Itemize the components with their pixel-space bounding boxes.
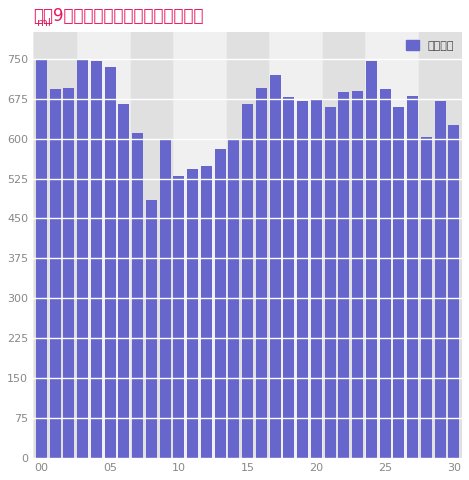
- Bar: [338, 92, 349, 458]
- Bar: [419, 32, 461, 458]
- Bar: [393, 107, 404, 458]
- Bar: [256, 88, 267, 458]
- Legend: 粉ミルク: 粉ミルク: [401, 36, 459, 55]
- Text: ml: ml: [38, 18, 51, 28]
- Bar: [146, 200, 157, 458]
- Bar: [323, 32, 364, 458]
- Bar: [407, 96, 418, 458]
- Bar: [366, 61, 377, 458]
- Bar: [214, 149, 226, 458]
- Bar: [36, 59, 47, 458]
- Bar: [379, 89, 391, 458]
- Bar: [77, 59, 88, 458]
- Bar: [63, 88, 74, 458]
- Bar: [435, 101, 446, 458]
- Bar: [311, 100, 322, 458]
- Bar: [270, 75, 280, 458]
- Bar: [131, 32, 172, 458]
- Bar: [421, 137, 432, 458]
- Bar: [118, 104, 129, 458]
- Bar: [325, 107, 335, 458]
- Bar: [50, 89, 61, 458]
- Bar: [174, 176, 184, 458]
- Bar: [34, 32, 76, 458]
- Bar: [448, 125, 459, 458]
- Bar: [91, 61, 102, 458]
- Bar: [352, 91, 363, 458]
- Text: 生後9か月の粉ミルクの授乳量の推移: 生後9か月の粉ミルクの授乳量の推移: [33, 7, 204, 25]
- Bar: [228, 139, 239, 458]
- Bar: [297, 101, 308, 458]
- Bar: [105, 67, 115, 458]
- Bar: [242, 104, 253, 458]
- Bar: [132, 133, 143, 458]
- Bar: [227, 32, 268, 458]
- Bar: [201, 166, 212, 458]
- Bar: [159, 139, 171, 458]
- Bar: [187, 169, 198, 458]
- Bar: [283, 97, 295, 458]
